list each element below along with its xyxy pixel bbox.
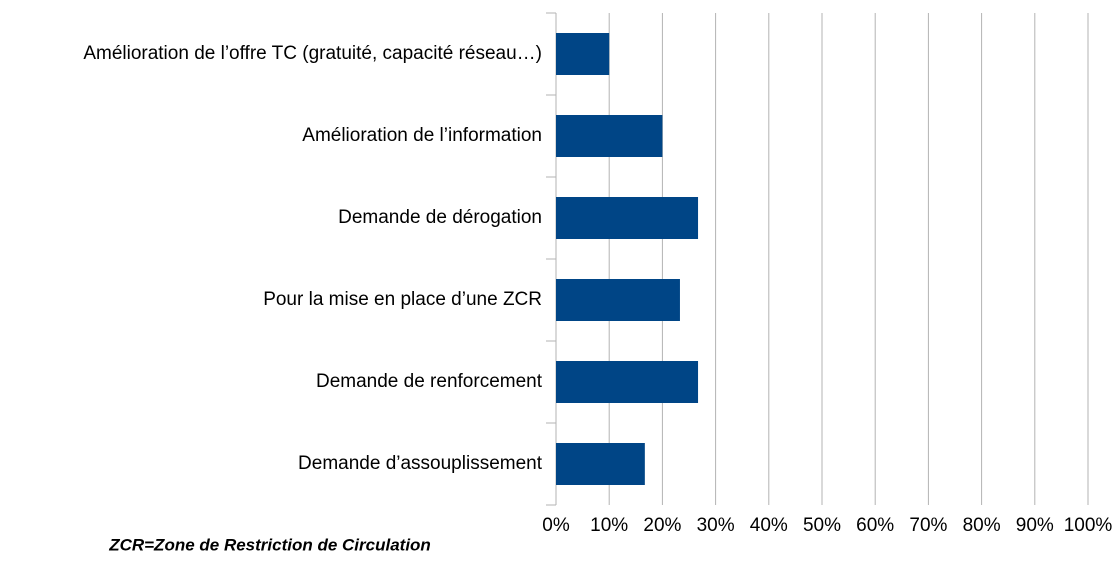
x-tick-label: 0% — [542, 515, 570, 536]
x-tick-label: 30% — [697, 515, 735, 536]
x-tick-label: 100% — [1064, 515, 1113, 536]
bar — [556, 197, 699, 239]
x-tick-label: 40% — [750, 515, 788, 536]
y-tick-label: Demande de dérogation — [338, 207, 542, 228]
bar — [556, 443, 645, 485]
x-tick-label: 10% — [590, 515, 628, 536]
x-tick-label: 90% — [1016, 515, 1054, 536]
x-tick-label: 60% — [856, 515, 894, 536]
x-tick-label: 20% — [643, 515, 681, 536]
x-tick-label: 50% — [803, 515, 841, 536]
bar — [556, 361, 699, 403]
y-tick-label: Amélioration de l’offre TC (gratuité, ca… — [83, 43, 542, 64]
x-tick-label: 70% — [909, 515, 947, 536]
y-tick-label: Demande de renforcement — [316, 371, 543, 392]
bar — [556, 33, 610, 75]
x-tick-label: 80% — [963, 515, 1001, 536]
annotation: ZCR=Zone de Restriction de Circulation — [108, 535, 431, 554]
y-tick-label: Amélioration de l’information — [302, 125, 542, 146]
y-tick-label: Pour la mise en place d’une ZCR — [263, 289, 542, 310]
bar — [556, 115, 663, 157]
bar — [556, 279, 680, 321]
y-tick-label: Demande d’assouplissement — [298, 453, 543, 474]
